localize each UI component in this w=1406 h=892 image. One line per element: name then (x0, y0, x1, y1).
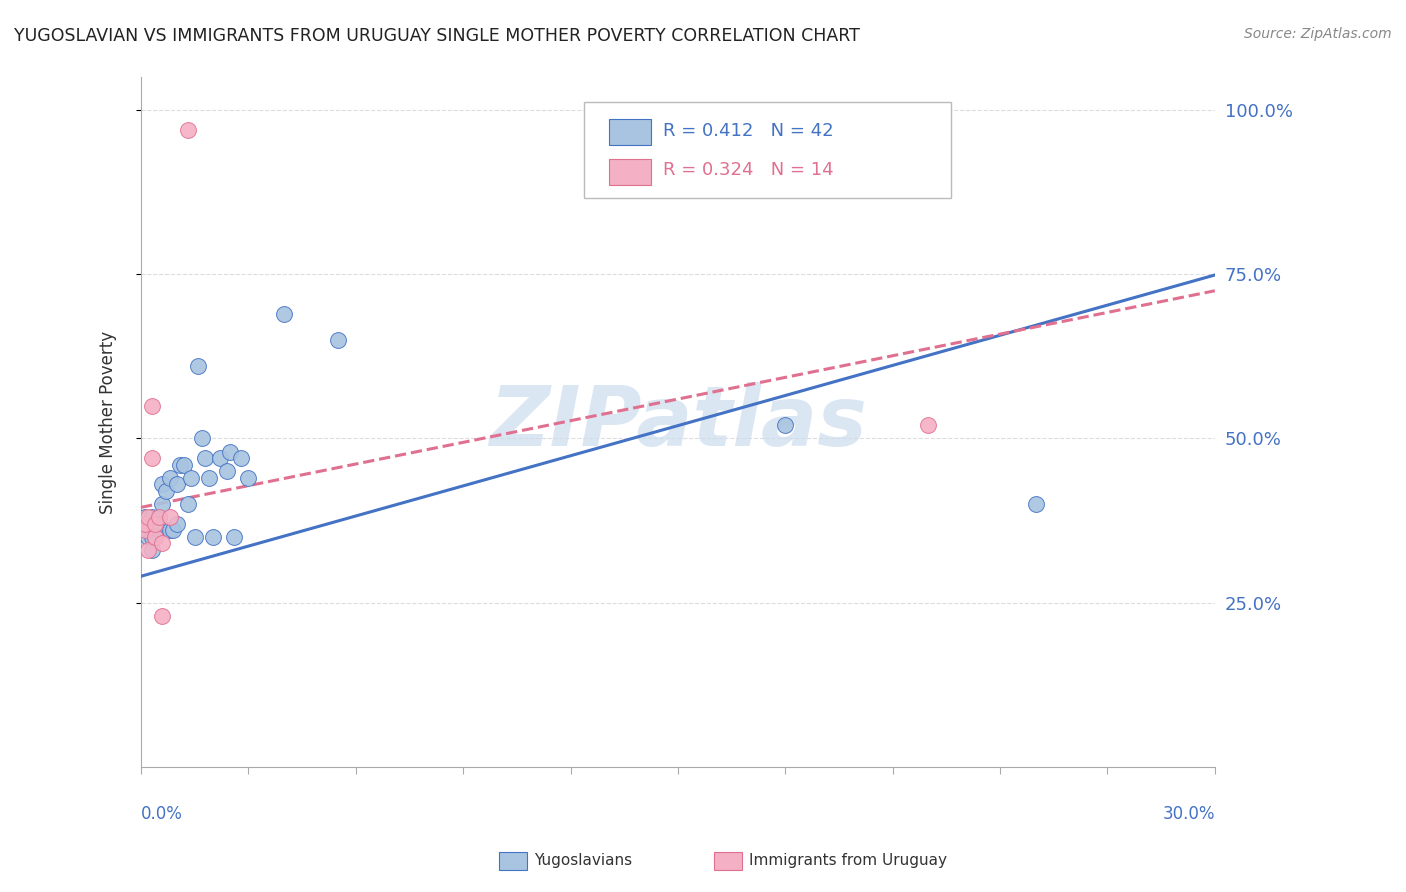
Point (326, 333, 349, 347)
Point (141, 543, 163, 558)
Point (134, 516, 156, 531)
Point (917, 418, 939, 433)
Point (166, 516, 188, 531)
Point (141, 530, 163, 544)
Point (238, 471, 260, 485)
Point (176, 123, 198, 137)
Point (143, 516, 166, 531)
Point (141, 451, 163, 466)
Point (152, 536, 174, 550)
Point (134, 516, 156, 531)
Point (219, 444, 242, 458)
Point (143, 530, 166, 544)
Point (183, 530, 205, 544)
Text: Immigrants from Uruguay: Immigrants from Uruguay (749, 854, 948, 868)
Text: Yugoslavians: Yugoslavians (534, 854, 633, 868)
Point (155, 483, 177, 498)
Point (201, 530, 224, 544)
Point (143, 516, 166, 531)
Point (180, 471, 202, 485)
Point (775, 418, 797, 433)
Point (148, 524, 170, 538)
Point (215, 464, 238, 478)
Point (194, 451, 217, 466)
Point (143, 530, 166, 544)
Text: R = 0.412   N = 42: R = 0.412 N = 42 (662, 122, 834, 140)
Point (169, 458, 191, 472)
Point (208, 451, 231, 466)
Point (176, 497, 198, 511)
Point (187, 359, 209, 374)
Text: 0.0%: 0.0% (141, 805, 183, 823)
Point (148, 510, 170, 524)
Point (159, 510, 181, 524)
Text: 30.0%: 30.0% (1163, 805, 1215, 823)
Point (148, 516, 170, 531)
Point (143, 524, 166, 538)
Point (273, 307, 295, 321)
Point (136, 510, 159, 524)
Text: Source: ZipAtlas.com: Source: ZipAtlas.com (1244, 27, 1392, 41)
Point (159, 524, 181, 538)
Point (141, 510, 163, 524)
Y-axis label: Single Mother Poverty: Single Mother Poverty (100, 330, 117, 514)
Point (166, 477, 188, 491)
Text: ZIPatlas: ZIPatlas (489, 382, 868, 463)
Point (136, 524, 159, 538)
Point (134, 524, 156, 538)
Point (222, 530, 245, 544)
Point (152, 497, 174, 511)
Point (152, 477, 174, 491)
Point (198, 471, 221, 485)
Point (141, 399, 163, 413)
Text: R = 0.324   N = 14: R = 0.324 N = 14 (662, 161, 834, 179)
Point (1025, 497, 1047, 511)
Text: YUGOSLAVIAN VS IMMIGRANTS FROM URUGUAY SINGLE MOTHER POVERTY CORRELATION CHART: YUGOSLAVIAN VS IMMIGRANTS FROM URUGUAY S… (14, 27, 860, 45)
Point (231, 451, 253, 466)
Point (148, 510, 170, 524)
Point (152, 608, 174, 623)
Point (136, 530, 159, 544)
Point (136, 543, 159, 558)
Point (173, 458, 195, 472)
Point (148, 516, 170, 531)
Point (134, 510, 156, 524)
Point (191, 432, 214, 446)
Point (159, 471, 181, 485)
Point (162, 524, 184, 538)
